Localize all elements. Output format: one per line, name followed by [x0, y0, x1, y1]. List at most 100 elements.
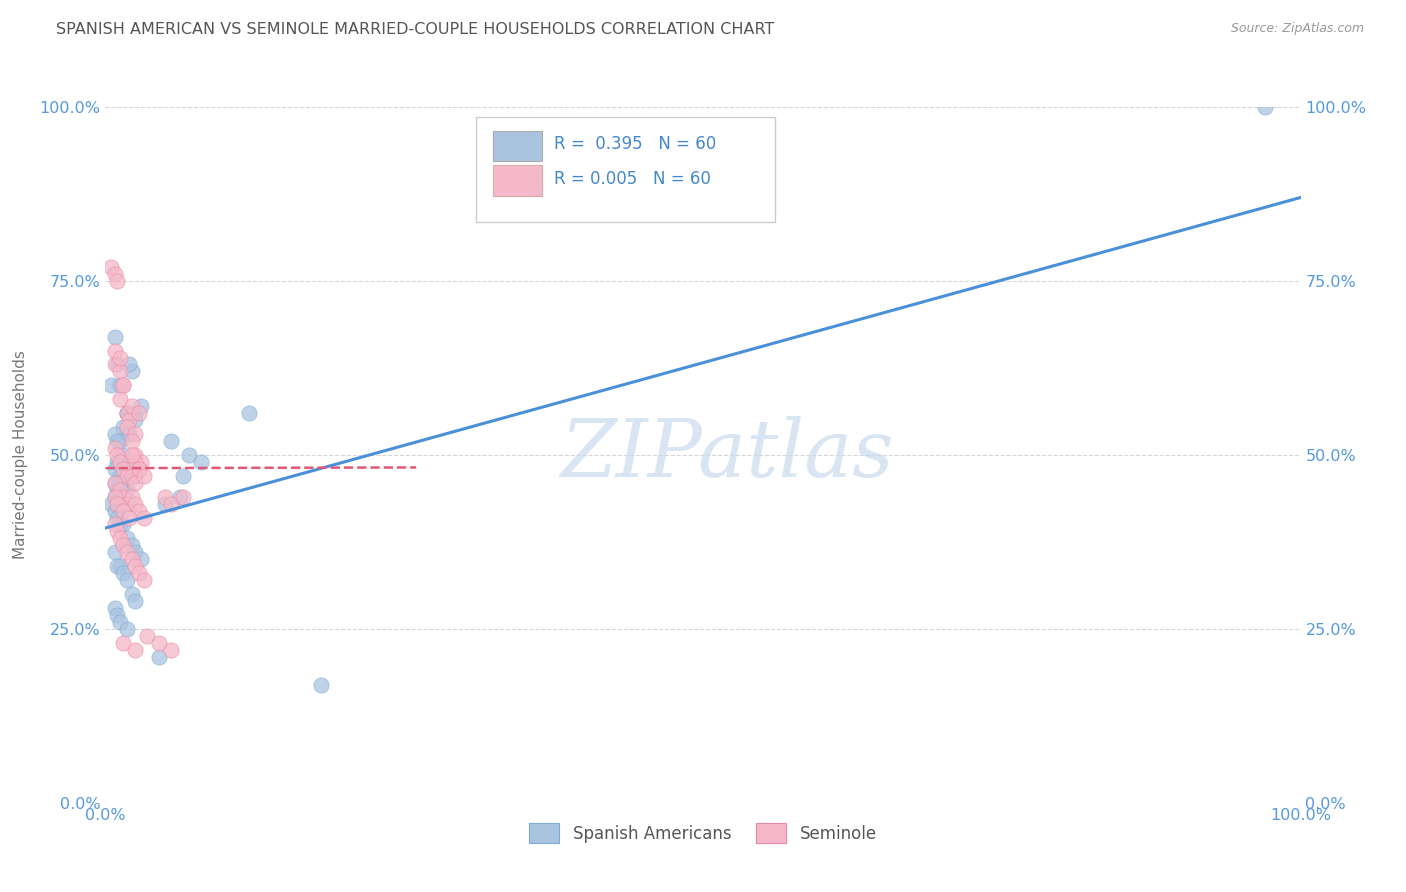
Point	[104, 490, 127, 504]
Point	[160, 497, 183, 511]
Point	[124, 475, 146, 490]
FancyBboxPatch shape	[475, 118, 775, 222]
Point	[121, 399, 143, 413]
Point	[107, 434, 129, 448]
Point	[124, 468, 146, 483]
Point	[115, 468, 138, 483]
Text: R = 0.005   N = 60: R = 0.005 N = 60	[554, 169, 710, 187]
Point	[107, 497, 129, 511]
Point	[115, 483, 138, 497]
Point	[129, 552, 153, 566]
Point	[108, 532, 131, 546]
Point	[124, 413, 146, 427]
Point	[112, 378, 135, 392]
Point	[108, 615, 131, 629]
Point	[108, 483, 131, 497]
Point	[124, 406, 146, 420]
Point	[121, 587, 143, 601]
Point	[104, 329, 127, 343]
Point	[108, 364, 131, 378]
Point	[118, 427, 141, 442]
Point	[104, 427, 127, 442]
Point	[172, 490, 194, 504]
Point	[115, 532, 138, 546]
Point	[107, 510, 129, 524]
Point	[148, 636, 170, 650]
Point	[136, 629, 159, 643]
Point	[124, 427, 146, 442]
FancyBboxPatch shape	[492, 166, 541, 196]
Point	[100, 378, 122, 392]
Point	[129, 399, 153, 413]
Point	[129, 455, 153, 469]
Point	[115, 573, 138, 587]
Point	[108, 559, 131, 574]
Point	[112, 420, 135, 434]
Point	[128, 566, 150, 581]
Point	[104, 343, 127, 358]
Point	[107, 559, 129, 574]
FancyBboxPatch shape	[492, 131, 541, 161]
Point	[107, 607, 129, 622]
Point	[115, 497, 138, 511]
Point	[128, 503, 150, 517]
Text: ZIPatlas: ZIPatlas	[560, 417, 894, 493]
Point	[112, 517, 135, 532]
Point	[108, 351, 131, 365]
Point	[104, 267, 127, 281]
Point	[104, 503, 127, 517]
Point	[124, 559, 146, 574]
Point	[104, 601, 127, 615]
Point	[121, 552, 143, 566]
Point	[104, 490, 127, 504]
Point	[115, 545, 138, 559]
Point	[112, 462, 135, 476]
Point	[100, 497, 122, 511]
Point	[118, 358, 141, 372]
Point	[121, 538, 143, 552]
Point	[124, 455, 146, 469]
Point	[190, 455, 212, 469]
Point	[115, 406, 138, 420]
Point	[108, 468, 131, 483]
Point	[108, 455, 131, 469]
Point	[104, 462, 127, 476]
Point	[104, 475, 127, 490]
Point	[112, 475, 135, 490]
Point	[160, 642, 183, 657]
Point	[107, 455, 129, 469]
Point	[115, 622, 138, 636]
Point	[124, 448, 146, 462]
Point	[112, 490, 135, 504]
Point	[112, 497, 135, 511]
Point	[148, 649, 170, 664]
Point	[100, 260, 122, 274]
Legend: Spanish Americans, Seminole: Spanish Americans, Seminole	[523, 816, 883, 850]
Point	[107, 358, 129, 372]
Point	[104, 441, 127, 455]
Point	[172, 468, 194, 483]
Point	[153, 490, 177, 504]
Point	[107, 274, 129, 288]
Point	[104, 517, 127, 532]
Point	[160, 434, 183, 448]
Point	[108, 517, 131, 532]
Point	[169, 490, 191, 504]
Point	[112, 566, 135, 581]
Point	[118, 455, 141, 469]
Point	[238, 406, 260, 420]
Point	[104, 358, 127, 372]
Point	[1254, 100, 1277, 114]
Point	[107, 448, 129, 462]
Text: SPANISH AMERICAN VS SEMINOLE MARRIED-COUPLE HOUSEHOLDS CORRELATION CHART: SPANISH AMERICAN VS SEMINOLE MARRIED-COU…	[56, 22, 775, 37]
Point	[118, 413, 141, 427]
Point	[115, 420, 138, 434]
Point	[121, 490, 143, 504]
Point	[108, 434, 131, 448]
Point	[153, 497, 177, 511]
Point	[104, 475, 127, 490]
Point	[107, 524, 129, 539]
Point	[124, 545, 146, 559]
Point	[115, 406, 138, 420]
Point	[112, 503, 135, 517]
